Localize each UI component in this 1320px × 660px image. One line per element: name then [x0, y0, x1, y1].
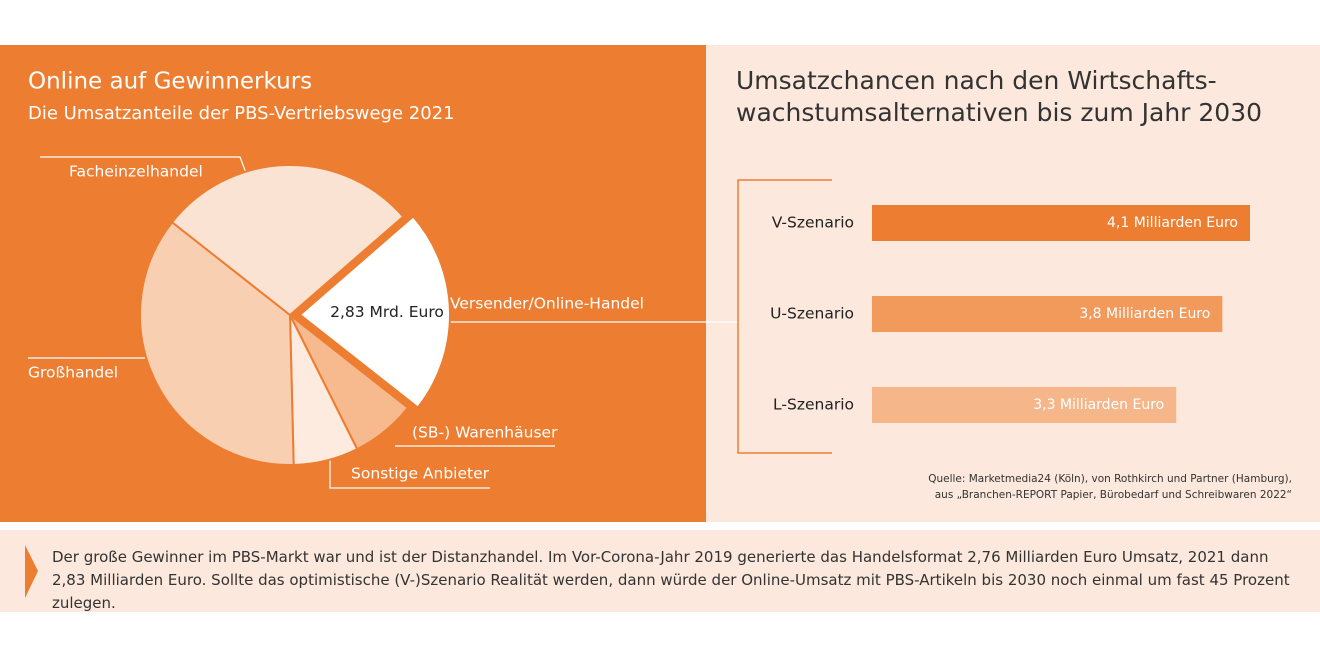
pie-slice	[170, 164, 405, 317]
slice-label: Sonstige Anbieter	[351, 465, 490, 483]
slice-label: Versender/Online-Handel	[450, 295, 644, 313]
footer-text: Der große Gewinner im PBS-Markt war und …	[52, 548, 1290, 612]
right-panel	[706, 45, 1320, 522]
source: aus „Branchen-REPORT Papier, Bürobedarf …	[935, 489, 1292, 501]
bar	[872, 205, 1250, 241]
value-label: 3,3 Milliarden Euro	[1033, 397, 1164, 413]
bracket	[737, 179, 832, 454]
footer-arrow	[25, 545, 38, 598]
pie-subtitle: Die Umsatzanteile der PBS-Vertriebswege …	[28, 103, 455, 124]
footer-panel	[0, 530, 1320, 612]
y-tick-label: L-Szenario	[773, 396, 854, 414]
bar-title: Umsatzchancen nach den Wirtschafts-	[736, 66, 1217, 95]
slice-label: Facheinzelhandel	[69, 163, 203, 181]
source: Quelle: Marketmedia24 (Köln), von Rothki…	[928, 473, 1292, 485]
value-label: 3,8 Milliarden Euro	[1079, 306, 1210, 322]
slice-label: Großhandel	[28, 364, 118, 382]
pie-slice	[139, 220, 295, 466]
y-tick-label: U-Szenario	[770, 305, 854, 323]
slice-annotation: 2,83 Mrd. Euro	[330, 303, 444, 321]
bar	[872, 296, 1223, 332]
y-tick-label: V-Szenario	[772, 214, 854, 232]
value-label: 4,1 Milliarden Euro	[1107, 215, 1238, 231]
bar-title: wachstumsalternativen bis zum Jahr 2030	[736, 98, 1262, 127]
pie-title: Online auf Gewinnerkurs	[28, 69, 312, 95]
bar	[872, 387, 1177, 423]
slice-label: (SB-) Warenhäuser	[412, 424, 558, 442]
pie-slice	[298, 214, 451, 409]
